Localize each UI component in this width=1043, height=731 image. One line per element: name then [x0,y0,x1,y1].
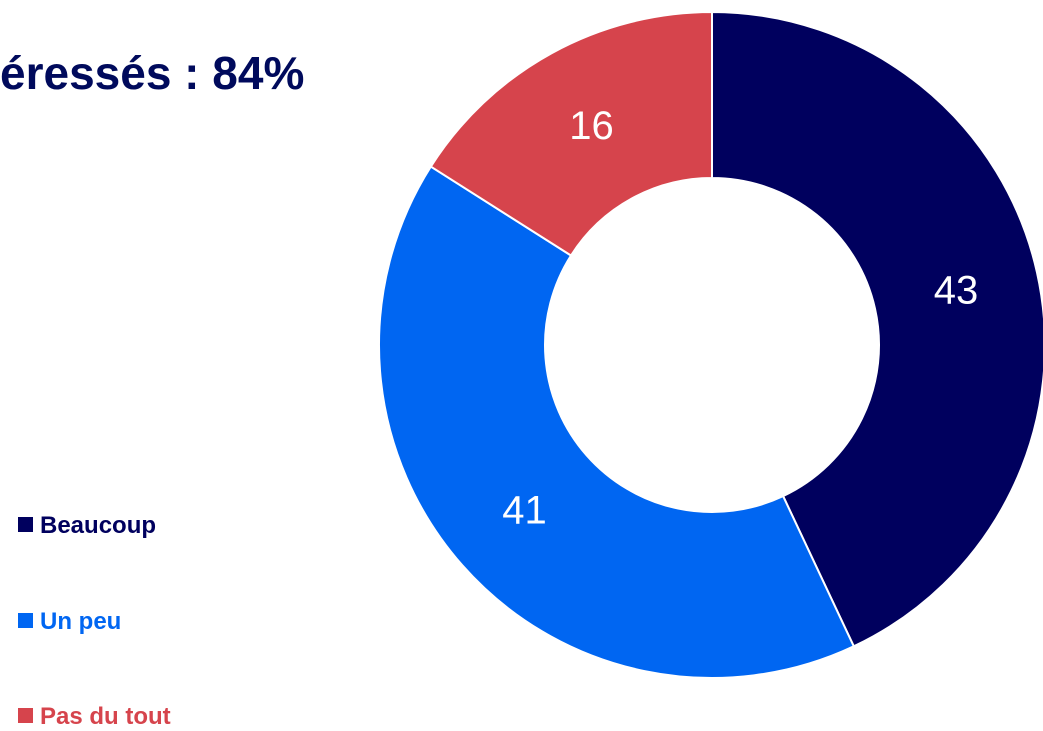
donut-slice-beaucoup [711,10,1043,648]
legend-item-pas-du-tout: Pas du tout [18,703,171,731]
data-label-pas-du-tout: 16 [569,104,614,148]
legend-item-beaucoup: Beaucoup [18,512,156,540]
legend-label-pas-du-tout: Pas du tout [40,703,171,730]
legend-label-un-peu: Un peu [40,608,122,635]
donut-slice-un-peu [378,165,856,679]
donut-slice-pas-du-tout [429,10,713,257]
legend-swatch-pas-du-tout [18,708,33,723]
data-label-beaucoup: 43 [934,268,979,312]
legend-swatch-beaucoup [18,517,33,532]
legend-swatch-un-peu [18,613,33,628]
legend-item-un-peu: Un peu [18,608,121,636]
chart-headline: éressés : 84% [0,47,305,99]
legend-label-beaucoup: Beaucoup [40,512,157,539]
data-label-un-peu: 41 [502,488,547,532]
